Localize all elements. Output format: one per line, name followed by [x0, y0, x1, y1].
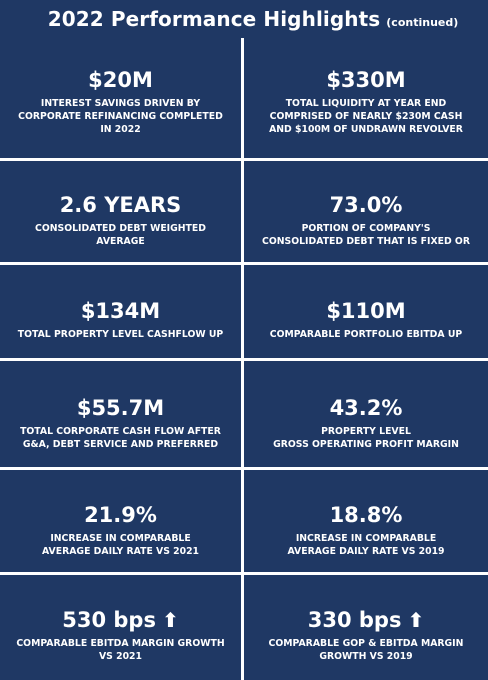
highlight-value: $110M [326, 299, 406, 323]
highlight-tile: 330 bps ⬆ COMPARABLE GOP & EBITDA MARGIN … [244, 575, 488, 680]
highlight-tile: 530 bps ⬆ COMPARABLE EBITDA MARGIN GROWTH… [0, 575, 241, 680]
arrow-up-icon: ⬆ [407, 608, 425, 632]
highlight-tile: 21.9% INCREASE IN COMPARABLE AVERAGE DAI… [0, 470, 241, 572]
highlight-value: $330M [326, 68, 406, 92]
highlight-description: COMPARABLE PORTFOLIO EBITDA UP [269, 329, 463, 340]
highlight-description: PORTION OF COMPANY'S CONSOLIDATED DEBT T… [262, 223, 470, 247]
highlight-value: $55.7M [76, 396, 165, 420]
highlight-value: $134M [80, 299, 161, 323]
highlight-value: 2.6 YEARS [59, 193, 182, 217]
highlight-tile: 18.8% INCREASE IN COMPARABLE AVERAGE DAI… [244, 470, 488, 572]
highlights-grid: $20M INTEREST SAVINGS DRIVEN BY CORPORAT… [0, 38, 488, 680]
highlight-tile: $134M TOTAL PROPERTY LEVEL CASHFLOW UP [0, 265, 241, 358]
highlight-description: INTEREST SAVINGS DRIVEN BY CORPORATE REF… [18, 98, 223, 135]
highlight-tile: 43.2% PROPERTY LEVEL GROSS OPERATING PRO… [244, 361, 488, 467]
page-title: 2022 Performance Highlights [47, 7, 381, 31]
highlight-value: 21.9% [84, 503, 157, 527]
highlight-tile: $20M INTEREST SAVINGS DRIVEN BY CORPORAT… [0, 38, 241, 158]
highlight-description: TOTAL PROPERTY LEVEL CASHFLOW UP [17, 329, 224, 340]
highlight-value: 43.2% [329, 396, 403, 420]
highlight-description: INCREASE IN COMPARABLE AVERAGE DAILY RAT… [287, 533, 445, 557]
highlight-tile: 73.0% PORTION OF COMPANY'S CONSOLIDATED … [244, 161, 488, 262]
highlight-description: TOTAL LIQUIDITY AT YEAR END COMPRISED OF… [269, 98, 463, 135]
page-header: 2022 Performance Highlights (continued) [0, 0, 488, 38]
highlight-description: PROPERTY LEVEL GROSS OPERATING PROFIT MA… [273, 426, 459, 450]
highlight-tile: $110M COMPARABLE PORTFOLIO EBITDA UP [244, 265, 488, 358]
highlight-description: CONSOLIDATED DEBT WEIGHTED AVERAGE [35, 223, 206, 247]
highlight-value: 73.0% [329, 193, 403, 217]
highlight-description: COMPARABLE EBITDA MARGIN GROWTH VS 2021 [16, 638, 225, 662]
highlight-value: 530 bps ⬆ [62, 608, 179, 632]
arrow-up-icon: ⬆ [161, 608, 179, 632]
highlight-description: COMPARABLE GOP & EBITDA MARGIN GROWTH VS… [268, 638, 464, 662]
highlight-tile: $330M TOTAL LIQUIDITY AT YEAR END COMPRI… [244, 38, 488, 158]
highlight-tile: 2.6 YEARS CONSOLIDATED DEBT WEIGHTED AVE… [0, 161, 241, 262]
highlight-tile: $55.7M TOTAL CORPORATE CASH FLOW AFTER G… [0, 361, 241, 467]
highlight-description: INCREASE IN COMPARABLE AVERAGE DAILY RAT… [41, 533, 200, 557]
highlight-value: 18.8% [329, 503, 403, 527]
page-subtitle: (continued) [386, 15, 459, 29]
highlight-description: TOTAL CORPORATE CASH FLOW AFTER G&A, DEB… [20, 426, 221, 450]
highlight-value: $20M [88, 68, 153, 92]
highlight-value: 330 bps ⬆ [307, 608, 425, 632]
